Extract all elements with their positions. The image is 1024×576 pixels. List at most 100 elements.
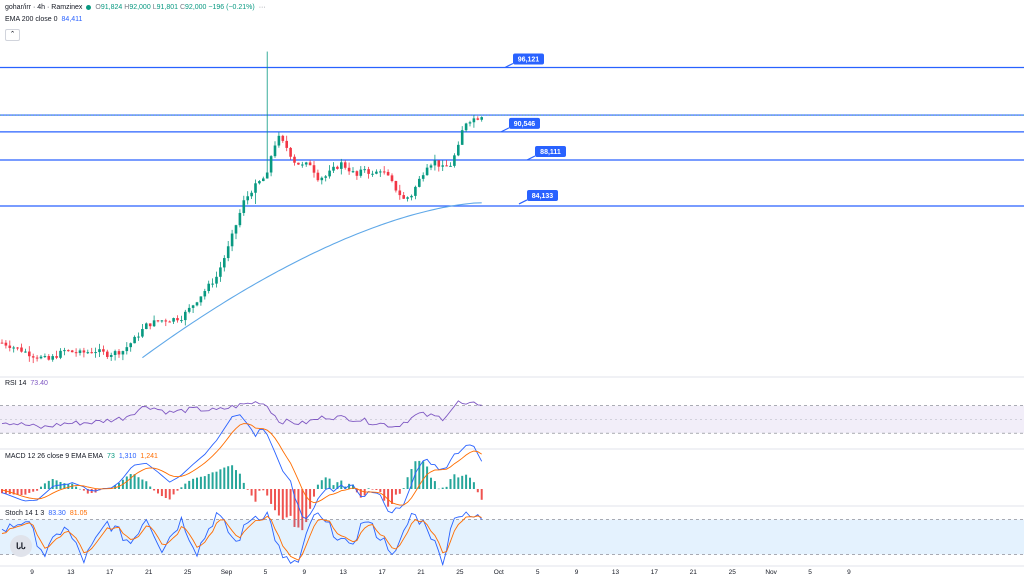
candle-body [172,318,175,322]
macd-histogram-bar [379,489,382,492]
rsi-legend[interactable]: RSI 14 73.40 [5,380,48,387]
candle-body [250,192,253,197]
candle-body [133,336,136,344]
macd-histogram-bar [137,477,140,489]
macd-histogram-bar [188,480,191,489]
candle-body [382,171,386,173]
candle-body [269,156,273,173]
candle-body [437,160,441,167]
macd-legend[interactable]: MACD 12 26 close 9 EMA EMA 73 1,310 1,24… [5,453,158,460]
symbol-title[interactable]: gohar/irr · 4h · Ramzinex [5,4,83,11]
candle-body [449,165,452,167]
candle-body [320,177,324,181]
candle-body [379,171,382,173]
candle-body [0,342,4,344]
label-leader [504,62,514,69]
price-level-tag [535,146,566,158]
candle-body [390,175,394,181]
macd-histogram-bar [164,489,167,499]
candle-body [242,200,246,213]
candle-body [254,183,257,193]
x-tick-label: 25 [729,569,737,576]
ema-legend[interactable]: EMA 200 close 0 84,411 [5,16,82,23]
candle-body [308,162,312,166]
x-tick-label: 13 [612,569,620,576]
stoch-d-line [1,515,482,561]
macd-histogram-bar [270,489,273,504]
candle-body [113,351,117,355]
macd-histogram-bar [199,476,202,489]
label-leader [526,155,536,161]
macd-histogram-bar [114,485,117,489]
candle-body [347,167,351,172]
candle-body [472,118,476,123]
macd-histogram-bar [348,483,351,489]
macd-histogram-bar [402,488,405,489]
more-icon[interactable]: ··· [258,4,266,11]
macd-label: MACD 12 26 close 9 EMA EMA [5,453,104,460]
x-tick-label: 5 [264,569,268,576]
price-level-text: 96,121 [518,56,540,63]
macd-histogram-bar [301,489,304,531]
candle-body [394,180,398,191]
candle-body [359,169,363,176]
macd-histogram-bar [281,489,284,520]
candle-body [230,233,234,247]
macd-histogram-bar [254,489,257,502]
candle-body [336,166,339,169]
macd-histogram-bar [219,469,222,489]
ema-value: 84,411 [61,16,83,23]
macd-histogram-bar [207,473,210,489]
change-value: −196 (−0.21%) [208,4,255,11]
time-axis: 9 13 17 21 25 Sep 5 9 13 17 21 25 Oct 5 9 13 17 21 25 Nov 5 9 [0,565,1024,576]
stoch-legend[interactable]: Stoch 14 1 3 83.30 81.05 [5,510,87,517]
macd-histogram-bar [125,476,128,489]
candle-body [12,347,15,349]
macd-histogram-bar [324,477,327,489]
macd-hist-value: 73 [107,453,115,460]
candle-body [312,165,316,173]
candle-body [70,350,74,353]
x-tick-label: 9 [302,569,306,576]
macd-histogram-bar [235,470,237,489]
candle-body [39,356,43,359]
candle-body [102,349,105,352]
macd-histogram-bar [82,489,85,491]
macd-histogram-bar [472,482,475,489]
candle-body [289,147,292,157]
price-level-tag [527,189,558,201]
candle-body [340,162,343,169]
macd-histogram-bar [86,489,89,494]
candle-body [301,164,304,166]
candle-body [410,195,413,198]
macd-histogram-bar [383,489,386,501]
candle-body [441,165,444,167]
price-level-text: 84,133 [532,193,554,200]
macd-histogram-bar [180,487,183,489]
x-tick-label: 5 [536,569,540,576]
macd-histogram-bar [149,486,152,489]
candle-body [281,135,285,141]
candle-body [273,145,277,157]
candle-body [262,178,265,182]
macd-histogram-bar [289,489,292,516]
macd-histogram-bar [242,482,245,489]
chevron-up-icon[interactable]: ⌃ [5,29,20,41]
x-tick-label: Oct [494,569,504,576]
candle-body [460,130,464,145]
ema-200-line [142,202,482,359]
tradingview-logo[interactable]: ᏓᏓ [10,535,32,557]
macd-histogram-bar [59,481,62,489]
candle-body [31,356,35,358]
candle-body [351,171,355,173]
macd-histogram-bar [394,489,397,495]
stoch-k-value: 83.30 [48,510,66,517]
candle-body [386,171,390,176]
candle-body [191,305,195,308]
x-tick-label: 25 [456,569,464,576]
price-level-labels[interactable]: 96,121 90,546 88,111 84,133 [500,53,566,205]
candle-body [78,350,82,353]
macd-histogram-bar [184,483,187,489]
macd-histogram-bar [285,489,288,518]
